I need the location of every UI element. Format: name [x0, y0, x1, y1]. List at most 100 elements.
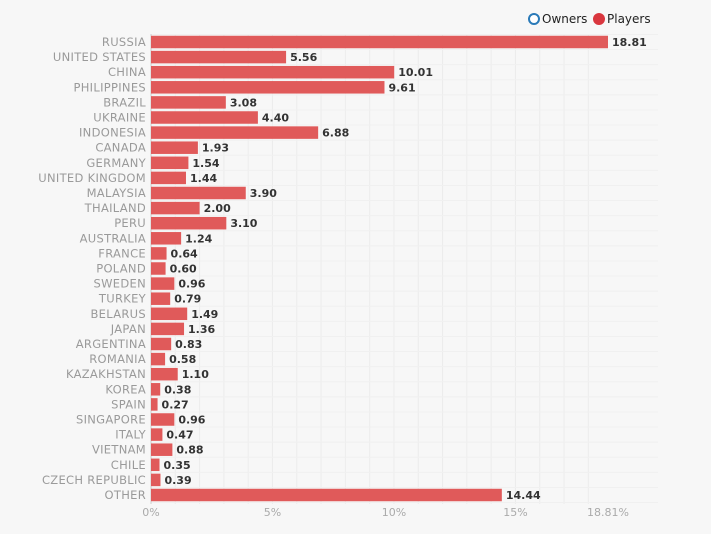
- category-label: SWEDEN: [94, 277, 146, 291]
- value-label: 6.88: [322, 127, 349, 140]
- category-label: INDONESIA: [79, 126, 146, 140]
- category-label: BELARUS: [90, 307, 146, 321]
- x-tick-label: 0%: [142, 506, 159, 519]
- value-label: 0.96: [178, 414, 205, 427]
- bar[interactable]: [151, 186, 246, 200]
- category-label: GERMANY: [86, 156, 146, 170]
- bar[interactable]: [151, 81, 385, 94]
- bar[interactable]: [151, 337, 172, 351]
- value-label: 0.60: [170, 263, 197, 276]
- bar[interactable]: [151, 398, 158, 411]
- value-label: 14.44: [506, 489, 541, 502]
- category-label: PERU: [114, 216, 146, 230]
- category-label: CANADA: [95, 141, 146, 155]
- value-label: 3.08: [230, 96, 257, 109]
- x-tick-label: 15%: [503, 506, 527, 519]
- value-label: 2.00: [204, 202, 231, 215]
- bar[interactable]: [151, 428, 163, 441]
- bar[interactable]: [151, 216, 227, 230]
- value-label: 1.36: [188, 323, 215, 336]
- value-label: 18.81: [612, 36, 647, 49]
- category-label: ARGENTINA: [76, 337, 146, 351]
- value-label: 1.54: [192, 157, 219, 170]
- category-label: KAZAKHSTAN: [66, 367, 146, 381]
- bar[interactable]: [151, 156, 189, 170]
- category-label: JAPAN: [110, 322, 146, 336]
- value-label: 3.90: [250, 187, 277, 200]
- category-label: MALAYSIA: [87, 186, 146, 200]
- category-label: BRAZIL: [103, 95, 146, 109]
- value-label: 0.47: [166, 429, 193, 442]
- legend-label[interactable]: Players: [607, 12, 651, 26]
- bar[interactable]: [151, 367, 178, 381]
- bar[interactable]: [151, 171, 186, 185]
- category-label: VIETNAM: [92, 443, 146, 457]
- bar[interactable]: [151, 201, 200, 215]
- bar[interactable]: [151, 488, 502, 502]
- category-label: TURKEY: [98, 292, 147, 306]
- x-tick-label: 5%: [264, 506, 281, 519]
- legend-marker-owners[interactable]: [528, 13, 540, 25]
- value-label: 0.38: [164, 383, 191, 396]
- value-label: 1.24: [185, 232, 212, 245]
- category-label: SINGAPORE: [76, 413, 146, 427]
- value-label: 10.01: [398, 66, 433, 79]
- value-label: 0.79: [174, 293, 201, 306]
- bar[interactable]: [151, 322, 185, 336]
- bar[interactable]: [151, 443, 173, 456]
- value-label: 5.56: [290, 51, 317, 64]
- value-label: 1.44: [190, 172, 217, 185]
- value-label: 1.93: [202, 142, 229, 155]
- bar[interactable]: [151, 96, 226, 109]
- bar[interactable]: [151, 50, 287, 64]
- category-label: RUSSIA: [102, 35, 146, 49]
- legend-label[interactable]: Owners: [542, 12, 587, 26]
- bar[interactable]: [151, 458, 160, 472]
- category-label: KOREA: [105, 382, 146, 396]
- category-label: SPAIN: [111, 397, 146, 411]
- category-label: POLAND: [96, 262, 146, 276]
- bar[interactable]: [151, 65, 395, 79]
- value-label: 0.27: [162, 398, 189, 411]
- bar[interactable]: [151, 126, 319, 139]
- category-label: FRANCE: [98, 246, 146, 260]
- category-label: ROMANIA: [89, 352, 146, 366]
- category-label: CHILE: [111, 458, 146, 472]
- bar[interactable]: [151, 383, 161, 396]
- value-label: 3.10: [230, 217, 257, 230]
- bar[interactable]: [151, 247, 167, 260]
- bar[interactable]: [151, 307, 188, 321]
- value-label: 0.96: [178, 278, 205, 291]
- value-label: 0.88: [176, 444, 203, 457]
- value-label: 1.49: [191, 308, 218, 321]
- bar[interactable]: [151, 35, 608, 49]
- value-label: 0.83: [175, 338, 202, 351]
- bar[interactable]: [151, 262, 166, 275]
- bar[interactable]: [151, 413, 175, 426]
- bar[interactable]: [151, 232, 182, 245]
- x-tick-label: 10%: [382, 506, 406, 519]
- category-label: AUSTRALIA: [80, 231, 146, 245]
- category-label: PHILIPPINES: [73, 80, 146, 94]
- category-label: THAILAND: [84, 201, 146, 215]
- bar[interactable]: [151, 292, 171, 305]
- bar[interactable]: [151, 277, 175, 290]
- category-label: CZECH REPUBLIC: [42, 473, 146, 487]
- category-label: UNITED KINGDOM: [38, 171, 146, 185]
- value-label: 0.64: [171, 247, 198, 260]
- category-label: ITALY: [115, 428, 146, 442]
- value-label: 0.39: [164, 474, 191, 487]
- legend-marker-players[interactable]: [593, 13, 605, 25]
- value-label: 0.35: [164, 459, 191, 472]
- bar[interactable]: [151, 473, 161, 487]
- bar[interactable]: [151, 111, 258, 124]
- category-label: UKRAINE: [93, 111, 146, 125]
- category-label: OTHER: [105, 488, 146, 502]
- bar[interactable]: [151, 141, 198, 154]
- bar[interactable]: [151, 352, 166, 366]
- category-label: CHINA: [108, 65, 146, 79]
- x-tick-label: 18.81%: [587, 506, 629, 519]
- value-label: 9.61: [388, 81, 415, 94]
